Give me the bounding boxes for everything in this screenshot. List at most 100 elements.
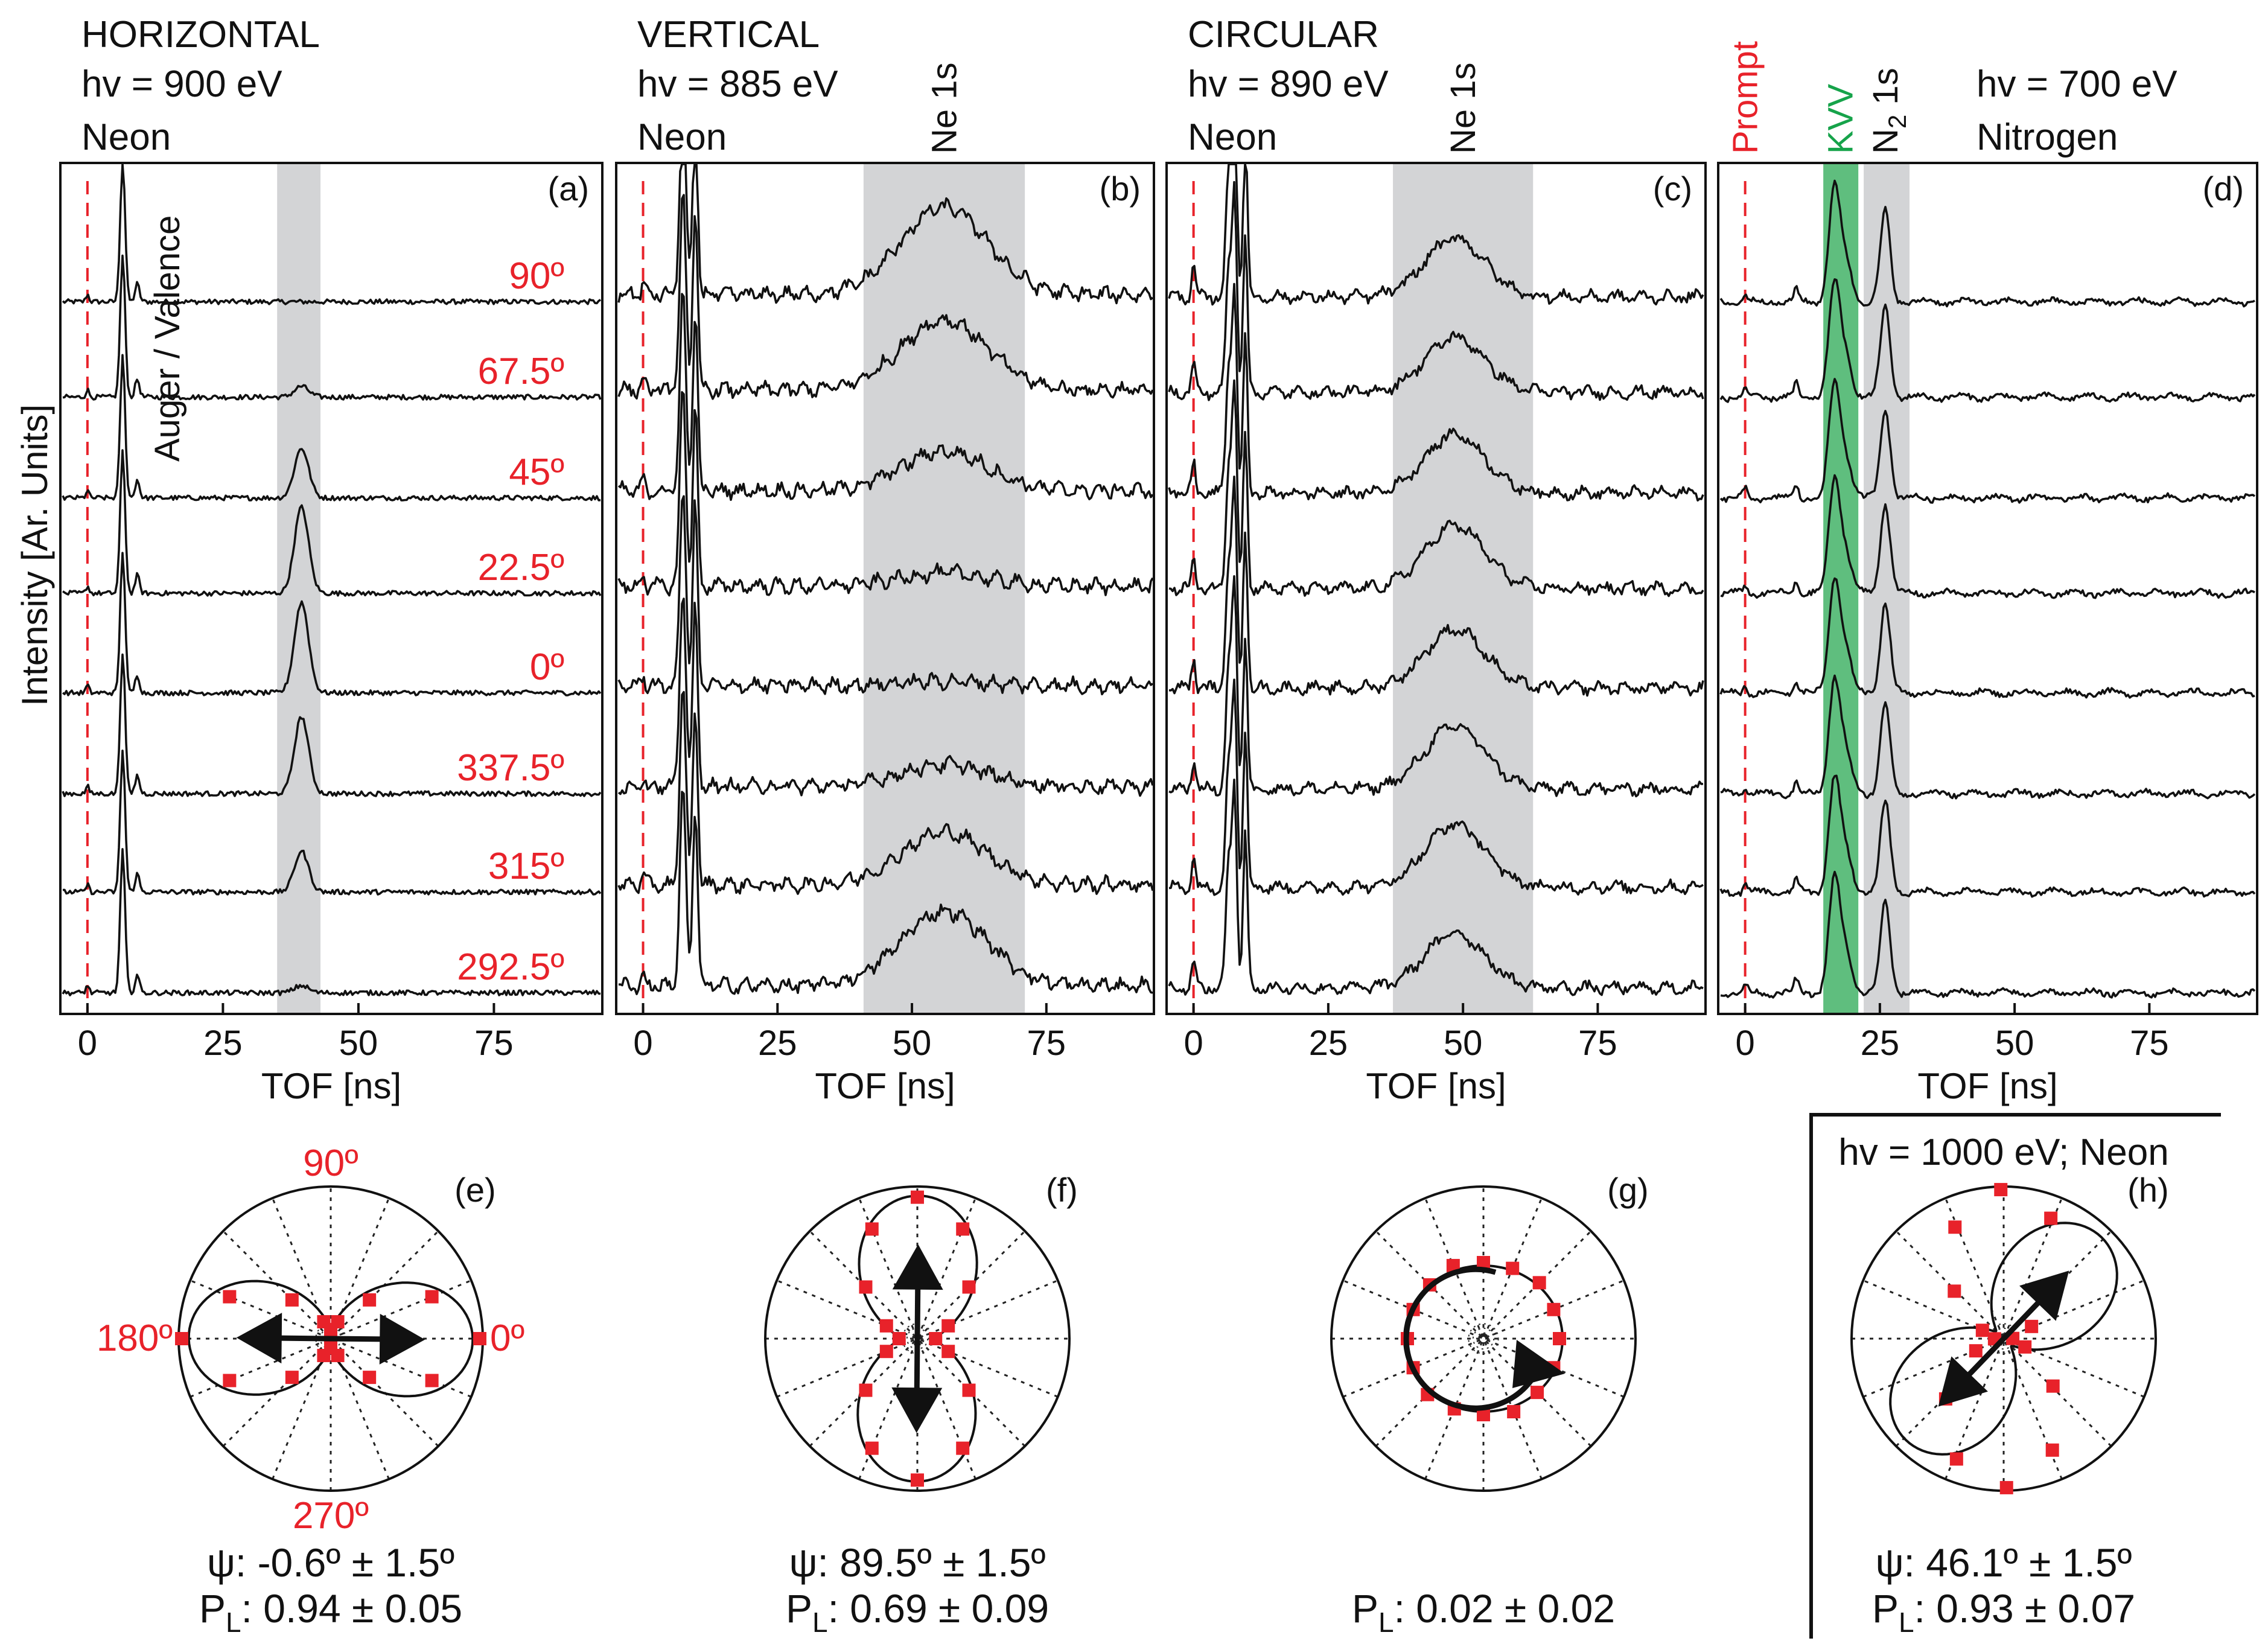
polarization-arrow-head-1 bbox=[891, 1387, 943, 1433]
angle-label-180: 180º bbox=[97, 1318, 173, 1359]
pl-result: PL: 0.02 ± 0.02 bbox=[1352, 1586, 1615, 1638]
trace-0 bbox=[1168, 163, 1704, 306]
n2-label-sub: 2 bbox=[1883, 115, 1911, 129]
data-point-0 bbox=[473, 1332, 486, 1345]
data-point-2 bbox=[1532, 1276, 1546, 1290]
data-point-6 bbox=[859, 1280, 873, 1294]
trace-1 bbox=[62, 254, 602, 401]
data-point-4 bbox=[911, 1190, 924, 1204]
angle-label-4: 0º bbox=[530, 646, 564, 688]
data-point-11 bbox=[2045, 1443, 2059, 1457]
ring-0 bbox=[1477, 1332, 1490, 1345]
psi-symbol: ψ bbox=[207, 1540, 235, 1585]
data-point-13 bbox=[2018, 1340, 2032, 1354]
x-tick-label-0: 0 bbox=[633, 1024, 652, 1063]
angle-label-1: 67.5º bbox=[478, 351, 564, 392]
kvv-label: KVV bbox=[1821, 84, 1861, 154]
data-point-7 bbox=[879, 1319, 893, 1333]
angle-label-270: 270º bbox=[293, 1495, 369, 1537]
pl-symbol: P bbox=[1872, 1586, 1899, 1631]
data-point-14 bbox=[962, 1383, 976, 1397]
psi-value: : 46.1º ± 1.5º bbox=[1904, 1540, 2132, 1585]
n2-1s-label: N2 1s bbox=[1866, 68, 1911, 154]
data-point-7 bbox=[223, 1290, 237, 1304]
trace-0 bbox=[617, 163, 1154, 305]
pl-result: PL: 0.94 ± 0.05 bbox=[199, 1586, 462, 1638]
trace-2 bbox=[62, 354, 601, 502]
ring-0 bbox=[911, 1332, 924, 1345]
shaded-band-0 bbox=[1823, 163, 1859, 1014]
data-point-2 bbox=[1994, 1183, 2008, 1197]
header-mode: HORIZONTAL bbox=[81, 14, 320, 56]
spoke-3 bbox=[1945, 1197, 2063, 1480]
data-point-12 bbox=[911, 1473, 924, 1487]
x-tick-label-2: 50 bbox=[893, 1024, 932, 1063]
pl-subscript: L bbox=[812, 1607, 828, 1638]
shaded-band-0 bbox=[1393, 163, 1534, 1014]
data-point-14 bbox=[1531, 1386, 1544, 1400]
panel-letter: (c) bbox=[1653, 170, 1692, 208]
pl-subscript: L bbox=[1899, 1607, 1914, 1638]
x-tick-label-1: 25 bbox=[758, 1024, 797, 1063]
x-tick-label-0: 0 bbox=[78, 1024, 97, 1063]
data-point-10 bbox=[285, 1371, 299, 1384]
data-point-4 bbox=[1477, 1256, 1490, 1269]
spoke-2 bbox=[1375, 1230, 1592, 1447]
data-point-12 bbox=[1477, 1408, 1490, 1421]
spoke-5 bbox=[1424, 1197, 1543, 1480]
spoke-2 bbox=[1895, 1230, 2112, 1447]
x-axis-label: TOF [ns] bbox=[1366, 1066, 1506, 1106]
polar-panel-letter: (e) bbox=[454, 1171, 495, 1209]
data-point-5 bbox=[1446, 1258, 1460, 1272]
x-tick-label-1: 25 bbox=[1861, 1024, 1900, 1063]
polar-outer-circle bbox=[1330, 1185, 1637, 1492]
trace-2 bbox=[1168, 282, 1704, 502]
top-label-ne1s: Ne 1s bbox=[925, 62, 964, 154]
angle-label-0: 90º bbox=[509, 255, 564, 297]
x-tick-label-3: 75 bbox=[1578, 1024, 1617, 1063]
data-point-1 bbox=[941, 1319, 955, 1333]
polarization-arrow-shaft bbox=[914, 1268, 921, 1409]
x-tick-label-3: 75 bbox=[2130, 1024, 2169, 1063]
data-point-2 bbox=[363, 1293, 377, 1307]
header-gas: Neon bbox=[81, 116, 171, 158]
trace-7 bbox=[618, 791, 1153, 995]
spoke-3 bbox=[858, 1197, 976, 1480]
x-tick-label-3: 75 bbox=[474, 1024, 514, 1063]
polarization-arrow-head-0 bbox=[2019, 1270, 2069, 1321]
polarization-arrow-shaft bbox=[260, 1335, 401, 1342]
header-gas: Neon bbox=[1188, 116, 1277, 158]
header-gas: Neon bbox=[637, 116, 727, 158]
trace-0 bbox=[62, 163, 601, 305]
spoke-3 bbox=[272, 1197, 390, 1480]
data-point-12 bbox=[2046, 1379, 2060, 1393]
header-energy: hv = 885 eV bbox=[637, 63, 838, 105]
trace-3 bbox=[1168, 379, 1704, 597]
shaded-band-0 bbox=[863, 163, 1025, 1014]
pl-symbol: P bbox=[786, 1586, 812, 1631]
fit-curve bbox=[187, 1279, 474, 1398]
trace-3 bbox=[617, 390, 1154, 597]
data-point-0 bbox=[1553, 1332, 1566, 1345]
trace-7 bbox=[62, 848, 601, 996]
data-point-13 bbox=[956, 1441, 970, 1455]
header-gas: Nitrogen bbox=[1977, 116, 2118, 158]
spoke-1 bbox=[1342, 1279, 1625, 1398]
axes-frame bbox=[1165, 162, 1707, 1015]
trace-3 bbox=[62, 449, 602, 597]
data-point-13 bbox=[1507, 1405, 1521, 1419]
polar-panel-letter: (f) bbox=[1046, 1171, 1078, 1209]
data-point-13 bbox=[331, 1348, 345, 1362]
data-point-9 bbox=[223, 1374, 237, 1388]
x-tick-label-3: 75 bbox=[1027, 1024, 1066, 1063]
pl-value: : 0.02 ± 0.02 bbox=[1394, 1586, 1615, 1631]
psi-value: : 89.5º ± 1.5º bbox=[818, 1540, 1046, 1585]
angle-label-3: 22.5º bbox=[478, 547, 564, 588]
data-point-1 bbox=[425, 1290, 439, 1304]
spoke-7 bbox=[1862, 1279, 2145, 1398]
pl-result: PL: 0.93 ± 0.07 bbox=[1872, 1586, 2135, 1638]
data-point-10 bbox=[1999, 1480, 2013, 1494]
spoke-2 bbox=[809, 1230, 1026, 1447]
trace-5 bbox=[617, 597, 1154, 797]
pl-value: : 0.69 ± 0.09 bbox=[828, 1586, 1049, 1631]
